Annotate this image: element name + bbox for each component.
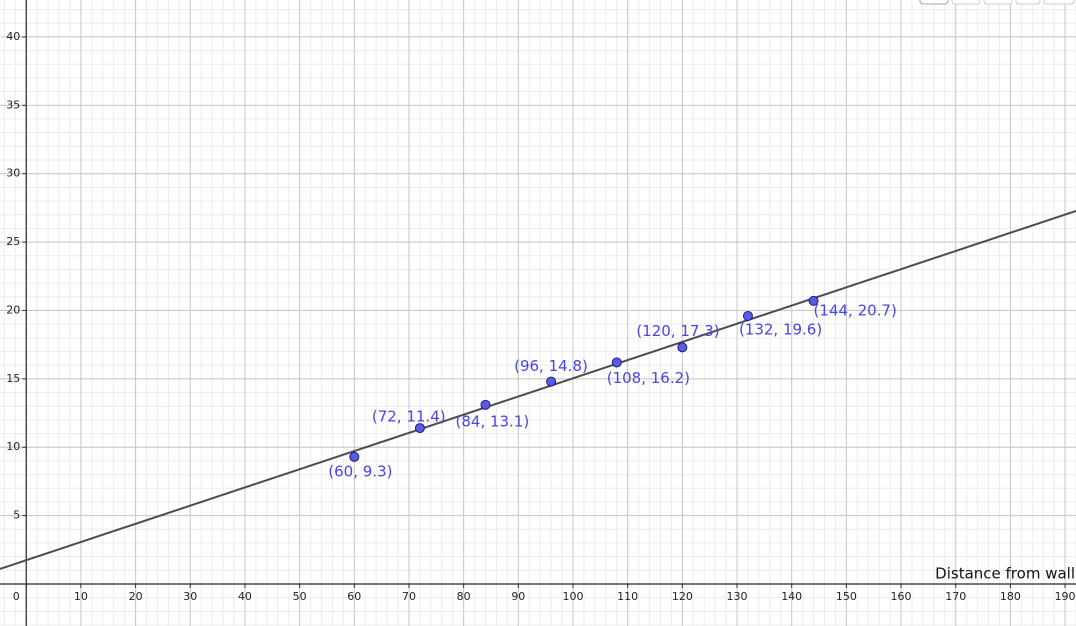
point	[546, 376, 557, 387]
toolbar-button[interactable]	[1015, 0, 1041, 5]
point-label: (72, 11.4)	[372, 408, 446, 426]
x-tick-label: 100	[562, 590, 583, 603]
x-tick-label: 60	[347, 590, 361, 603]
toolbar	[919, 0, 1075, 5]
x-tick-label: 0	[13, 590, 20, 603]
x-tick-label: 20	[129, 590, 143, 603]
x-tick-label: 10	[74, 590, 88, 603]
x-tick-label: 170	[945, 590, 966, 603]
x-tick-label: 50	[293, 590, 307, 603]
point-label: (60, 9.3)	[328, 462, 392, 480]
y-tick-label: 40	[6, 30, 20, 43]
x-tick-label: 150	[836, 590, 857, 603]
point	[742, 310, 753, 321]
point	[349, 451, 360, 462]
point-label: (96, 14.8)	[514, 357, 588, 375]
x-tick-label: 190	[1055, 590, 1076, 603]
y-tick-label: 5	[13, 509, 20, 522]
x-tick-label: 180	[1000, 590, 1021, 603]
toolbar-button[interactable]	[951, 0, 981, 5]
x-axis-label: Distance from wall	[935, 565, 1075, 583]
x-tick-label: 160	[891, 590, 912, 603]
toolbar-button[interactable]	[919, 0, 949, 5]
point-label: (108, 16.2)	[607, 369, 690, 387]
point	[414, 423, 425, 434]
point-label: (84, 13.1)	[456, 412, 530, 430]
point-label: (120, 17.3)	[636, 322, 719, 340]
point	[611, 357, 622, 368]
y-tick-label: 25	[6, 235, 20, 248]
x-tick-label: 130	[727, 590, 748, 603]
point	[677, 342, 688, 353]
x-tick-label: 70	[402, 590, 416, 603]
x-tick-label: 30	[183, 590, 197, 603]
point-label: (144, 20.7)	[814, 301, 897, 319]
y-tick-label: 15	[6, 372, 20, 385]
point	[480, 399, 491, 410]
y-tick-label: 20	[6, 303, 20, 316]
x-tick-label: 140	[781, 590, 802, 603]
x-tick-label: 90	[511, 590, 525, 603]
x-tick-label: 80	[457, 590, 471, 603]
y-tick-label: 10	[6, 440, 20, 453]
x-tick-label: 40	[238, 590, 252, 603]
toolbar-button[interactable]	[1043, 0, 1075, 5]
x-tick-label: 110	[617, 590, 638, 603]
point	[808, 295, 819, 306]
y-tick-label: 30	[6, 167, 20, 180]
point-label: (132, 19.6)	[739, 320, 822, 338]
y-tick-label: 35	[6, 98, 20, 111]
toolbar-button[interactable]	[983, 0, 1013, 5]
x-tick-label: 120	[672, 590, 693, 603]
fit-line	[0, 210, 1076, 570]
